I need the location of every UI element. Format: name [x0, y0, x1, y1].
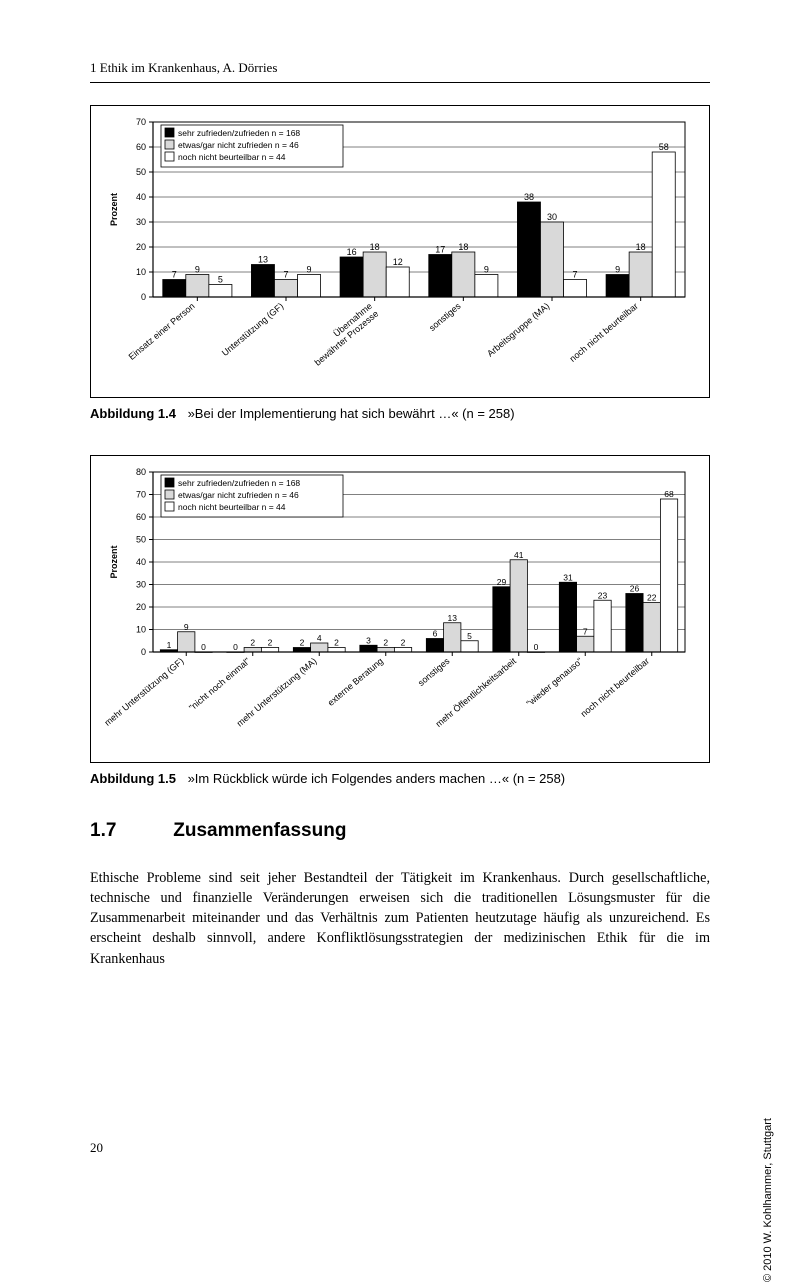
svg-text:60: 60	[136, 142, 146, 152]
svg-text:7: 7	[583, 626, 588, 636]
svg-text:30: 30	[547, 212, 557, 222]
figure-1-5: 01020304050607080Prozent190mehr Unterstü…	[90, 455, 710, 763]
svg-text:"nicht noch einmal": "nicht noch einmal"	[187, 656, 252, 713]
svg-text:40: 40	[136, 192, 146, 202]
svg-text:29: 29	[497, 577, 507, 587]
svg-text:6: 6	[433, 629, 438, 639]
svg-text:20: 20	[136, 602, 146, 612]
svg-text:40: 40	[136, 557, 146, 567]
svg-text:1: 1	[167, 640, 172, 650]
svg-text:13: 13	[258, 255, 268, 265]
svg-text:9: 9	[615, 265, 620, 275]
copyright-notice: © 2010 W. Kohlhammer, Stuttgart	[762, 1118, 774, 1282]
svg-text:Prozent: Prozent	[109, 545, 119, 578]
svg-text:9: 9	[307, 265, 312, 275]
svg-text:0: 0	[141, 647, 146, 657]
svg-text:Prozent: Prozent	[109, 193, 119, 226]
svg-text:0: 0	[141, 292, 146, 302]
svg-text:Arbeitsgruppe (MA): Arbeitsgruppe (MA)	[485, 301, 551, 359]
svg-text:30: 30	[136, 580, 146, 590]
caption1-fignum: Abbildung 1.4	[90, 406, 176, 421]
svg-text:externe Beratung: externe Beratung	[326, 656, 385, 708]
svg-text:18: 18	[370, 242, 380, 252]
svg-text:10: 10	[136, 267, 146, 277]
svg-text:2: 2	[383, 638, 388, 648]
chart2-svg: 01020304050607080Prozent190mehr Unterstü…	[103, 466, 693, 756]
section-number: 1.7	[90, 820, 168, 842]
svg-text:3: 3	[366, 635, 371, 645]
svg-text:5: 5	[467, 631, 472, 641]
svg-text:noch nicht beurteilbar: noch nicht beurteilbar	[579, 656, 651, 719]
svg-text:sehr zufrieden/zufrieden n = 1: sehr zufrieden/zufrieden n = 168	[178, 128, 300, 138]
svg-text:0: 0	[201, 642, 206, 652]
svg-text:0: 0	[534, 642, 539, 652]
svg-text:Einsatz einer Person: Einsatz einer Person	[127, 301, 197, 362]
svg-text:"wieder genauso": "wieder genauso"	[525, 656, 585, 709]
svg-text:18: 18	[636, 242, 646, 252]
figure-1-4: 0 10 20 30 40 50 60 70 Prozent 7 9 5 Einsatz einer P…	[90, 105, 710, 398]
svg-text:7: 7	[172, 270, 177, 280]
svg-text:30: 30	[136, 217, 146, 227]
svg-text:41: 41	[514, 550, 524, 560]
svg-text:etwas/gar nicht zufrieden n =: etwas/gar nicht zufrieden n = 46	[178, 140, 299, 150]
svg-text:sonstiges: sonstiges	[427, 301, 463, 333]
svg-text:etwas/gar nicht zufrieden n =: etwas/gar nicht zufrieden n = 46	[178, 490, 299, 500]
svg-text:70: 70	[136, 117, 146, 127]
svg-text:26: 26	[630, 584, 640, 594]
svg-text:2: 2	[300, 638, 305, 648]
svg-text:5: 5	[218, 275, 223, 285]
svg-text:10: 10	[136, 625, 146, 635]
svg-text:20: 20	[136, 242, 146, 252]
svg-text:2: 2	[334, 638, 339, 648]
svg-text:58: 58	[659, 142, 669, 152]
svg-text:noch nicht beurteilbar: noch nicht beurteilbar	[568, 301, 640, 364]
chart1-svg: 0 10 20 30 40 50 60 70 Prozent 7 9 5 Einsatz einer P…	[103, 116, 693, 391]
svg-text:12: 12	[393, 257, 403, 267]
svg-text:16: 16	[347, 247, 357, 257]
svg-text:22: 22	[647, 593, 657, 603]
svg-text:7: 7	[283, 270, 288, 280]
svg-text:7: 7	[573, 270, 578, 280]
svg-text:50: 50	[136, 167, 146, 177]
svg-text:80: 80	[136, 467, 146, 477]
svg-text:23: 23	[598, 590, 608, 600]
caption-1-4: Abbildung 1.4 »Bei der Implementierung h…	[90, 406, 710, 421]
svg-text:9: 9	[195, 265, 200, 275]
svg-text:9: 9	[184, 622, 189, 632]
svg-text:noch nicht beurteilbar n = 44: noch nicht beurteilbar n = 44	[178, 502, 286, 512]
section-heading: 1.7 Zusammenfassung	[90, 820, 710, 842]
svg-text:18: 18	[458, 242, 468, 252]
svg-text:sehr zufrieden/zufrieden n = 1: sehr zufrieden/zufrieden n = 168	[178, 478, 300, 488]
svg-text:68: 68	[664, 489, 674, 499]
svg-text:Unterstützung (GF): Unterstützung (GF)	[220, 301, 285, 358]
svg-text:60: 60	[136, 512, 146, 522]
caption2-fignum: Abbildung 1.5	[90, 771, 176, 786]
caption2-text: »Im Rückblick würde ich Folgendes anders…	[188, 771, 566, 786]
svg-text:31: 31	[563, 572, 573, 582]
svg-text:38: 38	[524, 192, 534, 202]
svg-text:0: 0	[233, 642, 238, 652]
svg-text:mehr Unterstützung (GF): mehr Unterstützung (GF)	[103, 656, 186, 728]
page-number: 20	[90, 1140, 103, 1156]
svg-text:2: 2	[401, 638, 406, 648]
svg-text:70: 70	[136, 490, 146, 500]
caption1-text: »Bei der Implementierung hat sich bewähr…	[188, 406, 515, 421]
svg-text:4: 4	[317, 633, 322, 643]
svg-text:2: 2	[268, 638, 273, 648]
svg-text:2: 2	[250, 638, 255, 648]
section-title: Zusammenfassung	[173, 820, 346, 841]
caption-1-5: Abbildung 1.5 »Im Rückblick würde ich Fo…	[90, 771, 710, 786]
svg-text:sonstiges: sonstiges	[416, 656, 452, 688]
svg-text:9: 9	[484, 265, 489, 275]
svg-text:Übernahmebewährter Prozesse: Übernahmebewährter Prozesse	[306, 301, 380, 368]
svg-text:noch nicht beurteilbar n = 44: noch nicht beurteilbar n = 44	[178, 152, 286, 162]
body-paragraph: Ethische Probleme sind seit jeher Bestan…	[90, 868, 710, 969]
running-head: 1 Ethik im Krankenhaus, A. Dörries	[90, 60, 710, 83]
svg-text:50: 50	[136, 535, 146, 545]
svg-text:13: 13	[448, 613, 458, 623]
svg-text:17: 17	[435, 245, 445, 255]
